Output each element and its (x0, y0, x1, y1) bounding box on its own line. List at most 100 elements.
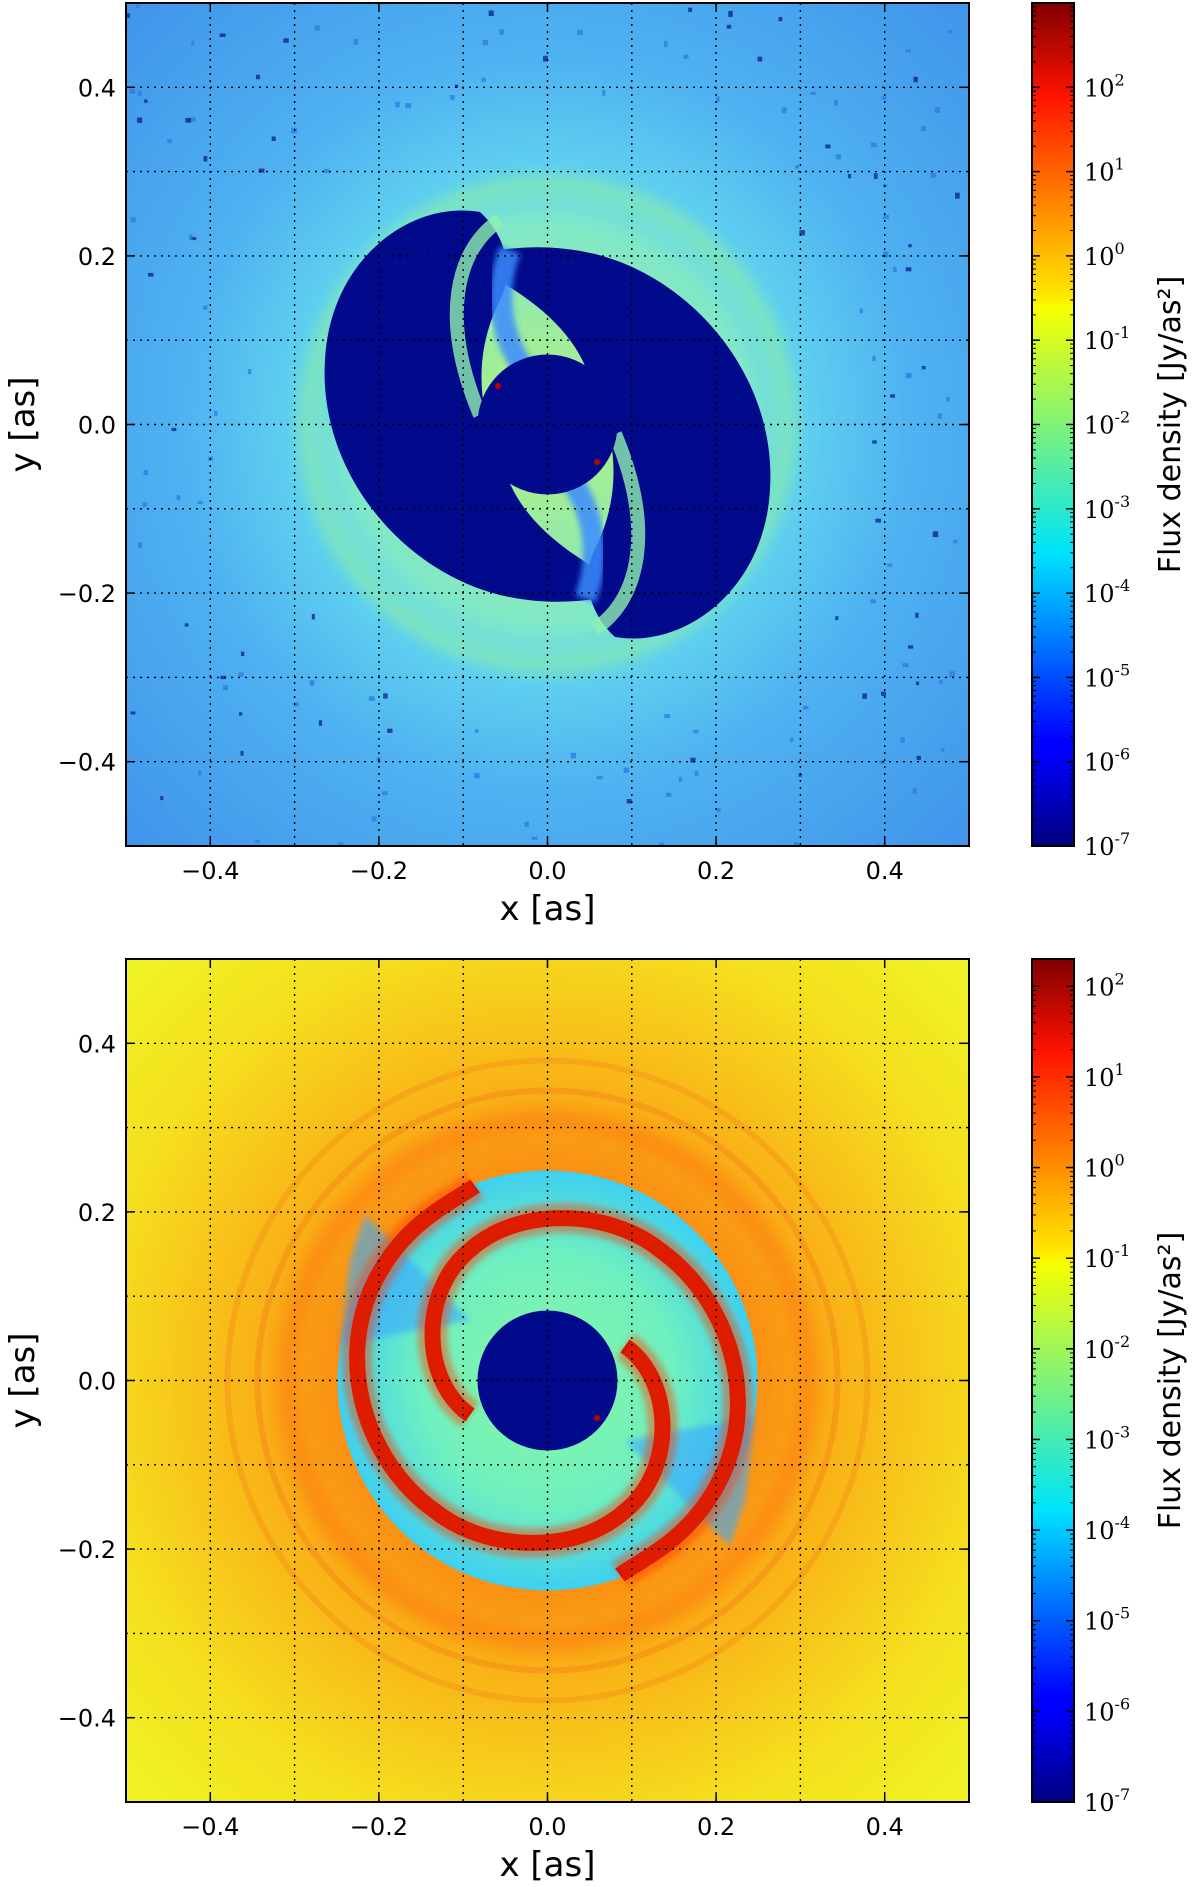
x-tick-label: 0.4 (866, 857, 904, 885)
colorbar-tick-label: 10-6 (1084, 1694, 1130, 1726)
noise-pixel (203, 305, 208, 310)
noise-pixel (781, 107, 787, 114)
grid-bottom (126, 959, 969, 1802)
noise-pixel (859, 308, 864, 314)
noise-pixel (716, 808, 721, 813)
colorbar-tick-label: 10-1 (1084, 323, 1130, 355)
noise-pixel (126, 13, 130, 18)
colorbar-label-bottom: Flux density [Jy/as²] (1153, 1232, 1188, 1530)
noise-pixel (757, 56, 763, 62)
y-ticks-top: 0.4 0.2 0.0 −0.2 −0.4 (58, 74, 969, 777)
noise-pixel (499, 29, 505, 35)
x-tick-label: 0.0 (528, 1813, 566, 1841)
noise-pixel (905, 267, 912, 272)
x-tick-label: 0.2 (697, 857, 735, 885)
noise-pixel (189, 234, 193, 240)
noise-pixel (789, 737, 794, 742)
noise-pixel (255, 840, 260, 844)
noise-pixel (872, 440, 877, 444)
y-axis-label-top: y [as] (3, 376, 43, 472)
noise-pixel (542, 55, 548, 62)
noise-pixel (239, 712, 243, 716)
grid-top (126, 3, 969, 846)
noise-pixel (240, 750, 244, 756)
noise-pixel (240, 651, 245, 657)
noise-pixel (381, 791, 388, 796)
noise-pixel (176, 495, 181, 501)
y-tick-label: −0.4 (58, 749, 116, 777)
x-tick-label: 0.4 (866, 1813, 904, 1841)
noise-pixel (474, 729, 479, 733)
noise-pixel (137, 91, 142, 97)
noise-pixel (248, 368, 252, 375)
colorbar-tick-label: 10-7 (1084, 1785, 1130, 1817)
noise-pixel (147, 272, 154, 277)
colorbar-bottom (1032, 959, 1074, 1802)
noise-pixel (883, 214, 890, 220)
noise-pixel (678, 777, 683, 782)
colorbar-ticks-top: 102 101 100 10-1 10-2 10-3 10-4 10-5 10-6 10-7 (1032, 6, 1130, 861)
noise-pixel (825, 144, 831, 149)
x-tick-label: −0.2 (350, 1813, 408, 1841)
noise-pixel (795, 843, 802, 846)
noise-pixel (955, 192, 960, 199)
noise-pixel (488, 10, 494, 17)
noise-pixel (870, 599, 876, 604)
noise-pixel (688, 7, 693, 12)
noise-pixel (834, 99, 838, 106)
noise-pixel (879, 760, 884, 764)
noise-pixel (223, 685, 229, 691)
noise-pixel (190, 237, 197, 241)
x-axis-label-top: x [as] (499, 889, 595, 929)
noise-pixel (185, 117, 192, 123)
noise-pixel (130, 711, 136, 715)
noise-pixel (915, 612, 919, 618)
noise-pixel (905, 372, 912, 379)
noise-pixel (902, 663, 909, 667)
noise-pixel (726, 24, 732, 29)
noise-pixel (626, 798, 632, 804)
noise-pixel (795, 165, 799, 169)
noise-pixel (900, 737, 905, 743)
noise-pixel (916, 755, 921, 760)
noise-pixel (383, 693, 388, 699)
noise-pixel (953, 539, 958, 544)
noise-pixel (932, 531, 939, 538)
noise-pixel (570, 752, 577, 759)
y-tick-label: 0.0 (78, 1368, 116, 1396)
noise-pixel (873, 173, 878, 179)
colorbar-tick-label: 101 (1084, 1060, 1125, 1092)
noise-pixel (219, 33, 226, 37)
noise-pixel (664, 714, 671, 719)
colorbar-tick-label: 10-1 (1084, 1241, 1130, 1273)
noise-pixel (921, 126, 926, 132)
noise-pixel (948, 30, 953, 34)
noise-pixel (664, 41, 668, 48)
noise-pixel (171, 427, 177, 432)
noise-pixel (921, 365, 926, 370)
noise-pixel (368, 696, 375, 701)
noise-pixel (577, 29, 583, 35)
noise-pixel (693, 729, 699, 734)
y-ticks-bottom: 0.4 0.2 0.0 −0.2 −0.4 (58, 1030, 969, 1733)
noise-pixel (883, 251, 889, 258)
noise-pixel (847, 173, 852, 179)
colorbar-tick-label: 10-3 (1084, 1422, 1130, 1454)
noise-pixel (694, 770, 699, 777)
noise-pixel (371, 816, 377, 822)
y-tick-label: 0.2 (78, 1199, 116, 1227)
noise-pixel (184, 623, 189, 627)
noise-pixel (143, 470, 149, 476)
noise-pixel (802, 705, 809, 710)
noise-pixel (908, 244, 912, 248)
noise-pixel (835, 616, 839, 621)
y-axis-label-bottom: y [as] (3, 1332, 43, 1428)
noise-pixel (271, 136, 276, 141)
colorbar-tick-label: 10-4 (1084, 576, 1130, 608)
colorbar-ticks-bottom: 102 101 100 10-1 10-2 10-3 10-4 10-5 10-6 10-7 (1032, 958, 1130, 1817)
colorbar-tick-label: 10-3 (1084, 492, 1130, 524)
y-tick-label: 0.0 (78, 412, 116, 440)
noise-pixel (258, 168, 265, 173)
noise-pixel (197, 500, 203, 505)
